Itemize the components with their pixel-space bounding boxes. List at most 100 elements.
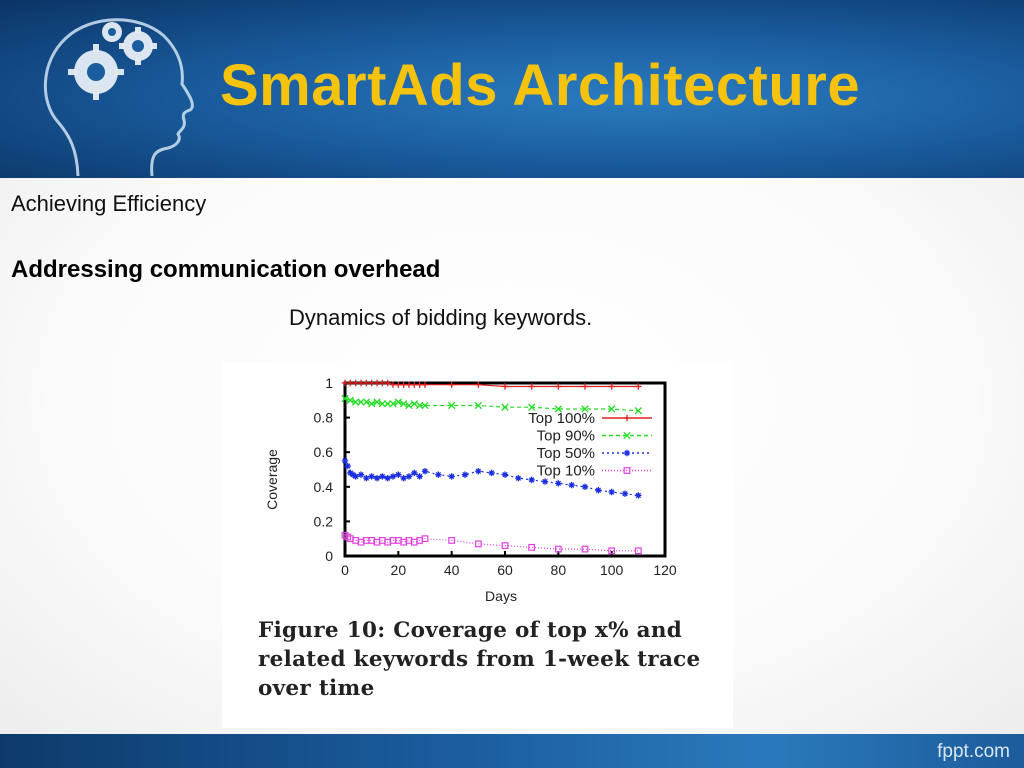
data-point bbox=[474, 540, 482, 548]
x-axis-label: Days bbox=[485, 588, 517, 604]
x-tick-label: 80 bbox=[551, 562, 567, 578]
data-point bbox=[357, 398, 365, 406]
series-line bbox=[344, 398, 639, 412]
data-point bbox=[435, 471, 442, 478]
coverage-chart: 0 0.2 0.4 0.6 0.8 1 0 20 40 60 80 100 120 Days Coverag… bbox=[264, 375, 677, 604]
y-tick-label: 0.2 bbox=[314, 513, 334, 529]
section-subtitle: Achieving Efficiency bbox=[11, 191, 207, 216]
data-point bbox=[384, 400, 392, 408]
data-point bbox=[411, 381, 418, 388]
data-point bbox=[352, 473, 359, 480]
data-point bbox=[346, 396, 354, 404]
data-point bbox=[634, 547, 642, 555]
data-point bbox=[378, 400, 386, 408]
data-point bbox=[347, 469, 354, 477]
data-point bbox=[379, 473, 386, 480]
data-point bbox=[416, 401, 424, 410]
data-point bbox=[555, 383, 562, 390]
data-point bbox=[363, 379, 370, 387]
figure-caption: Figure 10: Coverage of top x% and relate… bbox=[258, 618, 701, 701]
x-tick-label: 20 bbox=[391, 562, 407, 578]
data-point bbox=[608, 547, 616, 555]
figure-panel: 0 0.2 0.4 0.6 0.8 1 0 20 40 60 80 100 120 Days Coverag… bbox=[222, 362, 733, 728]
y-tick-label: 0.8 bbox=[314, 410, 334, 426]
data-point bbox=[608, 383, 615, 390]
data-point bbox=[501, 542, 509, 550]
legend-marker bbox=[623, 467, 631, 474]
data-point bbox=[405, 473, 413, 480]
x-tick-label: 60 bbox=[497, 562, 513, 578]
legend-marker bbox=[623, 449, 631, 457]
x-tick-label: 120 bbox=[653, 562, 677, 578]
data-point bbox=[384, 474, 391, 482]
data-point bbox=[501, 383, 509, 390]
data-point bbox=[395, 471, 402, 478]
x-tick-label: 100 bbox=[600, 562, 624, 578]
data-point bbox=[581, 405, 589, 413]
slide-header: SmartAds Architecture bbox=[0, 0, 1024, 178]
data-point bbox=[347, 379, 354, 387]
data-point bbox=[349, 471, 357, 478]
data-point bbox=[515, 474, 522, 482]
data-point bbox=[448, 537, 456, 544]
head-gears-logo bbox=[43, 18, 194, 177]
data-point bbox=[421, 401, 429, 410]
data-point bbox=[357, 471, 365, 478]
data-point bbox=[344, 462, 351, 470]
data-point bbox=[389, 473, 397, 480]
data-point bbox=[634, 407, 642, 415]
y-tick-label: 1 bbox=[325, 375, 333, 391]
data-point bbox=[368, 400, 376, 408]
y-tick-label: 0 bbox=[325, 548, 333, 564]
legend-label: Top 90% bbox=[537, 428, 595, 445]
data-point bbox=[461, 471, 469, 478]
data-point bbox=[395, 381, 402, 388]
data-point bbox=[608, 488, 615, 496]
data-point bbox=[541, 478, 549, 485]
data-point bbox=[384, 379, 391, 387]
data-point bbox=[341, 457, 349, 465]
data-point bbox=[568, 481, 575, 489]
legend-label: Top 50% bbox=[537, 445, 595, 462]
data-point bbox=[411, 469, 418, 477]
data-point bbox=[474, 401, 482, 410]
data-point bbox=[475, 468, 482, 475]
data-point bbox=[501, 471, 509, 478]
data-point bbox=[621, 490, 629, 497]
data-point bbox=[475, 381, 482, 388]
page-title: SmartAds Architecture bbox=[220, 53, 861, 118]
data-point bbox=[448, 401, 456, 410]
y-tick-label: 0.4 bbox=[314, 479, 334, 495]
data-point bbox=[400, 400, 408, 408]
data-point bbox=[448, 381, 455, 388]
data-point bbox=[595, 487, 602, 494]
data-point bbox=[394, 398, 402, 406]
data-point bbox=[581, 545, 589, 553]
data-point bbox=[528, 383, 535, 390]
section-heading: Addressing communication overhead bbox=[11, 256, 441, 283]
data-point bbox=[421, 468, 429, 475]
legend-label: Top 10% bbox=[537, 463, 595, 480]
data-point bbox=[421, 535, 429, 543]
data-point bbox=[528, 403, 536, 411]
x-tick-label: 40 bbox=[444, 562, 460, 578]
data-point bbox=[363, 474, 370, 482]
data-point bbox=[368, 473, 375, 480]
data-point bbox=[635, 383, 642, 390]
data-point bbox=[379, 379, 386, 387]
data-point bbox=[555, 480, 562, 487]
x-tick-label: 0 bbox=[341, 562, 349, 578]
legend-label: Top 100% bbox=[528, 410, 595, 427]
footer-brand: fppt.com bbox=[937, 741, 1010, 762]
data-point bbox=[410, 400, 418, 408]
data-point bbox=[341, 394, 349, 403]
data-point bbox=[554, 405, 562, 413]
data-point bbox=[635, 492, 642, 499]
legend-marker bbox=[623, 431, 631, 440]
legend-marker bbox=[623, 414, 631, 422]
data-point bbox=[448, 473, 455, 480]
data-point bbox=[581, 383, 589, 390]
data-point bbox=[362, 398, 370, 406]
slide-footer: fppt.com bbox=[0, 734, 1024, 768]
y-axis-label: Coverage bbox=[264, 449, 280, 510]
